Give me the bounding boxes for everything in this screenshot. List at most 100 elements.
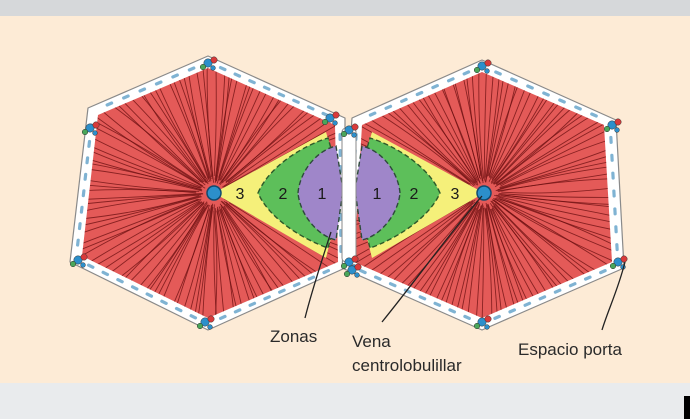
portal-vessel	[351, 123, 359, 131]
sinusoid-line	[499, 124, 612, 186]
septal-capillary	[248, 79, 256, 85]
portal-vessel	[80, 253, 88, 261]
sinusoid-line	[218, 209, 261, 318]
sinusoid-line	[487, 203, 536, 318]
sinusoid-line	[216, 210, 237, 318]
portal-vessel	[613, 257, 623, 267]
septal-capillary	[463, 314, 471, 321]
septal-capillary	[568, 282, 577, 288]
leader-vena	[381, 195, 483, 323]
portal-vessel	[80, 262, 86, 268]
sinusoid-line	[493, 197, 612, 269]
septal-capillary	[508, 308, 517, 314]
septal-capillary	[338, 148, 342, 158]
sinusoid-line	[449, 205, 482, 318]
sinusoid-line	[85, 201, 201, 272]
septal-capillary	[615, 243, 619, 252]
portal-vessel	[614, 127, 620, 133]
sinusoid-line	[216, 68, 263, 184]
septal-capillary	[493, 314, 501, 320]
sinusoid-line	[190, 204, 213, 318]
sinusoid-line	[82, 120, 206, 189]
sinusoid-line	[499, 149, 612, 189]
septal-capillary	[77, 222, 82, 231]
septal-capillary	[415, 90, 424, 97]
septal-capillary	[583, 275, 592, 281]
portal-vessel	[340, 262, 348, 270]
septal-capillary	[154, 80, 163, 86]
septal-capillary	[494, 70, 502, 76]
right-zone-label-2: 2	[410, 186, 419, 203]
sinusoid-line	[489, 72, 540, 179]
septal-capillary	[76, 238, 80, 247]
septal-capillary	[338, 132, 342, 142]
sinusoid-line	[82, 198, 198, 248]
septal-capillary	[248, 301, 257, 307]
portal-vessel	[603, 125, 611, 133]
sinusoid-line	[214, 208, 228, 318]
sinusoid-line	[194, 203, 214, 318]
portal-vessel	[347, 265, 357, 275]
left-central-vein	[206, 185, 222, 201]
sinusoid-line	[228, 202, 338, 276]
portal-vessel	[484, 324, 490, 330]
sinusoid-line	[82, 196, 202, 238]
portal-vessel	[484, 68, 490, 74]
septal-capillary	[138, 87, 147, 93]
sinusoid-line	[213, 204, 219, 318]
sinusoid-line	[88, 110, 204, 187]
sinusoid-line	[215, 68, 240, 182]
portal-vessel	[607, 120, 617, 130]
septal-capillary	[263, 295, 271, 301]
portal-triad	[81, 121, 100, 136]
sinusoid-line	[484, 72, 497, 178]
portal-vessel	[207, 315, 215, 323]
left-zone-label-2: 2	[279, 186, 288, 203]
sinusoid-line	[82, 193, 204, 207]
septal-capillary	[400, 97, 408, 103]
septal-capillary	[87, 139, 92, 148]
septal-capillary	[81, 189, 86, 198]
right-zone-label-3: 3	[451, 186, 460, 203]
sinusoid-line	[446, 72, 481, 180]
septal-capillary	[145, 292, 154, 298]
sinusoid-line	[484, 72, 503, 182]
portal-vessel	[203, 58, 213, 68]
septal-capillary	[403, 288, 412, 294]
septal-capillary	[105, 101, 114, 107]
sinusoid-line	[214, 68, 227, 180]
sinusoid-line	[213, 68, 217, 177]
sinusoid-line	[498, 177, 612, 193]
portal-vessel	[620, 255, 628, 263]
portal-triad	[196, 315, 215, 330]
sinusoid-line	[82, 194, 201, 216]
sinusoid-line	[498, 196, 612, 234]
septal-capillary	[610, 153, 614, 162]
portal-triad	[473, 315, 492, 330]
sinusoid-line	[216, 68, 246, 181]
septal-capillary	[322, 268, 331, 275]
portal-vessel	[351, 255, 359, 263]
portal-vessel	[332, 111, 340, 119]
septal-capillary	[218, 65, 227, 72]
sinusoid-line	[486, 205, 524, 318]
sinusoid-line	[485, 72, 509, 183]
septal-capillary	[262, 85, 271, 91]
septal-capillary	[418, 295, 427, 301]
sinusoid-line	[464, 203, 484, 318]
sinusoid-line	[474, 205, 484, 318]
left-zone-label-3: 3	[236, 186, 245, 203]
sinusoid-line	[463, 72, 483, 182]
portal-vessel	[484, 59, 492, 67]
septal-capillary	[574, 105, 582, 111]
portal-vessel	[332, 120, 338, 126]
septal-capillary	[431, 84, 439, 90]
sinusoid-line	[82, 182, 197, 193]
septal-capillary	[101, 270, 110, 277]
sinusoid-line	[182, 205, 212, 318]
portal-vessel	[344, 125, 354, 135]
leader-zonas	[304, 231, 332, 319]
central-septum	[341, 127, 357, 263]
septal-capillary	[590, 112, 598, 118]
sinusoid-line	[495, 197, 612, 255]
